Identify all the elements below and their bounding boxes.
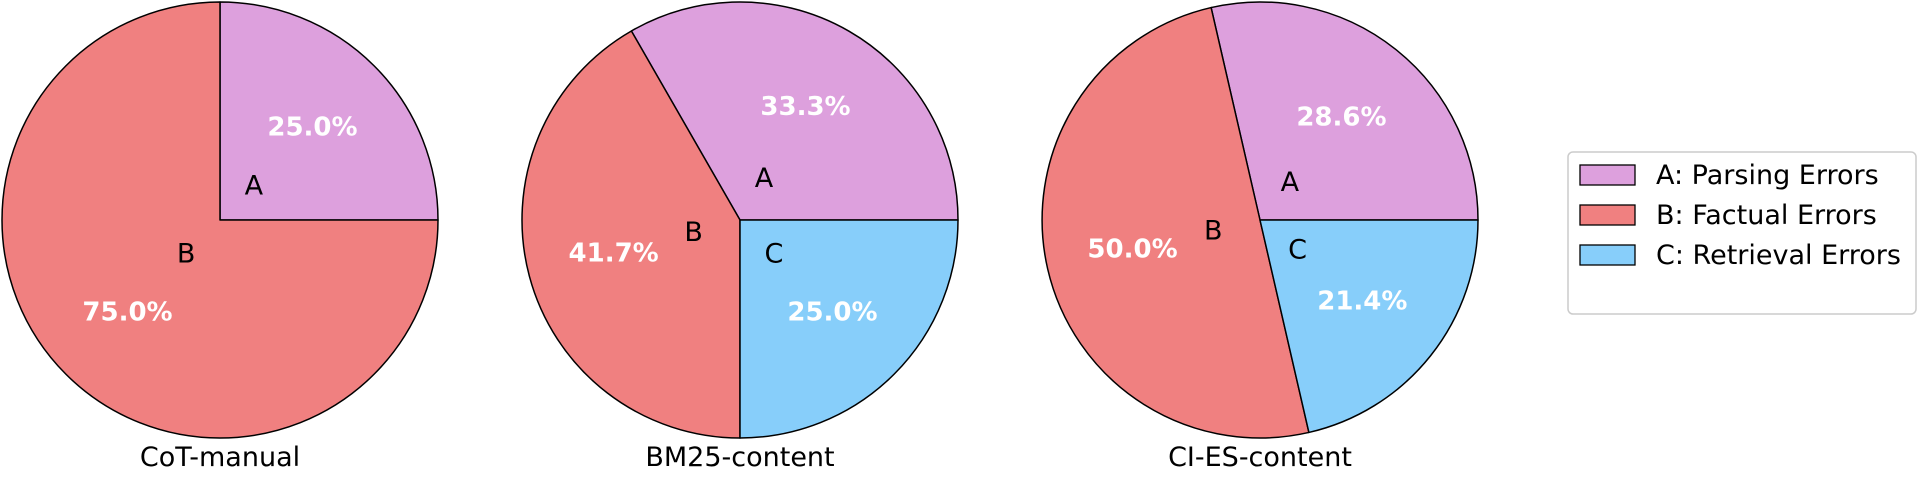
legend-entry-c: C: Retrieval Errors: [1579, 240, 1901, 271]
pie-1-pct-label-b: 41.7%: [569, 239, 659, 269]
pie-2-slice-b: [1041, 6, 1310, 439]
pie-1-slice-b: [521, 30, 741, 439]
legend-label-a: A: Parsing Errors: [1656, 160, 1879, 191]
pie-2-title: CI-ES-content: [1168, 442, 1352, 473]
legend-label-c: C: Retrieval Errors: [1656, 240, 1901, 271]
legend-entry-a: A: Parsing Errors: [1579, 160, 1879, 191]
pie-0: A25.0% B75.0% CoT-manual: [1, 1, 439, 473]
pie-0-slice-label-a: A: [245, 171, 264, 202]
pie-1-title: BM25-content: [645, 442, 834, 473]
pie-1-slice-label-a: A: [755, 163, 774, 194]
pie-0-slice-b: [1, 1, 439, 439]
pie-1-pct-label-a: 33.3%: [760, 92, 850, 122]
legend-label-b: B: Factual Errors: [1656, 200, 1877, 231]
pie-2-slice-label-b: B: [1204, 215, 1223, 246]
legend-frame: [1567, 151, 1917, 315]
pie-0-slice-label-b: B: [177, 238, 196, 269]
legend-swatch-a: [1579, 164, 1636, 186]
pie-2-pct-label-b: 50.0%: [1087, 234, 1177, 264]
pie-0-pct-label-b: 75.0%: [82, 297, 172, 327]
pie-1-slice-c: [739, 219, 959, 439]
pie-0-title: CoT-manual: [140, 442, 300, 473]
pie-2-slice-label-a: A: [1281, 167, 1300, 198]
pie-1-pct-label-c: 25.0%: [787, 297, 877, 327]
pie-2-slice-a: [1210, 1, 1479, 221]
pie-1-slice-label-c: C: [764, 238, 783, 269]
legend: A: Parsing Errors B: Factual Errors C: R…: [1567, 151, 1917, 315]
pie-0-pct-label-a: 25.0%: [267, 113, 357, 143]
pie-2-slice-c: [1259, 219, 1479, 434]
pie-0-slice-a: [219, 1, 439, 221]
pie-1-slice-a: [630, 1, 959, 221]
legend-swatch-c: [1579, 244, 1636, 266]
pie-2-pct-label-c: 21.4%: [1317, 286, 1407, 316]
pie-2-slice-label-c: C: [1288, 234, 1307, 265]
pie-2-pct-label-a: 28.6%: [1296, 103, 1386, 133]
pie-1: A 33.3% B 41.7% C25.0% BM25-content: [521, 1, 959, 473]
pie-2: A 28.6% B 50.0% C 21.4% CI-ES-content: [1041, 1, 1479, 473]
pie-1-slice-label-b: B: [684, 217, 703, 248]
legend-swatch-b: [1579, 204, 1636, 226]
legend-entry-b: B: Factual Errors: [1579, 200, 1877, 231]
